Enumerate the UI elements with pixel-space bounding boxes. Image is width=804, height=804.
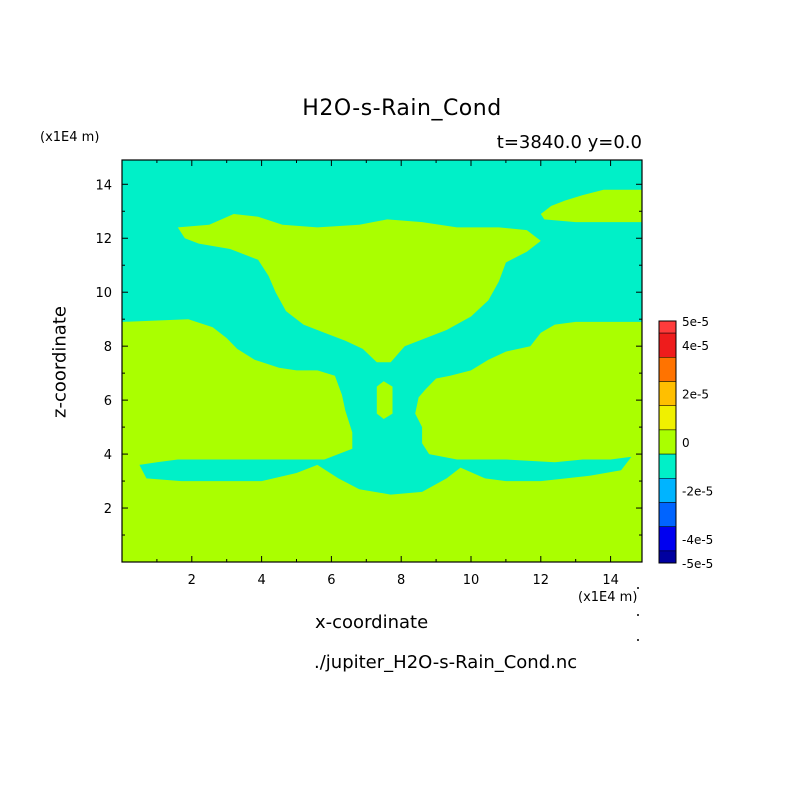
colorbar-segment [658,381,677,406]
y-tick-label: 8 [104,340,112,355]
plot-area [122,160,642,562]
y-axis-unit: (x1E4 m) [40,130,100,145]
upper-inner-cyan-arch [122,203,552,371]
x-tick-label: 8 [397,573,405,588]
x-axis-label: x-coordinate [315,612,429,633]
colorbar-tick-label: -2e-5 [682,484,713,498]
colorbar: 5e-5 4e-5 2e-5 0 -2e-5 -4e-5 -5e-5 [658,315,713,571]
y-tick-label: 2 [104,502,112,517]
x-tick-label: 2 [188,573,196,588]
x-tick-label: 4 [257,573,265,588]
upper-left-cyan-region [122,160,642,495]
y-axis: 2 4 6 8 10 12 14 [95,178,642,536]
y-tick-label: 4 [104,448,112,463]
x-tick-label: 6 [327,573,335,588]
colorbar-tick-label: 5e-5 [682,315,709,329]
colorbar-segment [658,320,677,334]
x-tick-label: 12 [533,573,550,588]
colorbar-frame [658,320,677,564]
y-axis-label: z-coordinate [49,306,71,418]
x-axis-unit: (x1E4 m) [578,590,638,605]
upper-arch-interior [177,214,541,363]
field-background [122,160,642,562]
colorbar-tick-label: 4e-5 [682,339,709,353]
y-tick-label: 6 [104,394,112,409]
colorbar-segment [658,332,677,358]
y-tick-label: 12 [95,232,112,247]
colorbar-segment [658,453,677,479]
colorbar-segment [658,526,677,552]
plot-frame [121,159,643,563]
colorbar-segment [658,478,677,503]
colorbar-tick-label: 0 [682,436,690,450]
colorbar-tick-label: -4e-5 [682,533,713,547]
chart-subtitle: t=3840.0 y=0.0 [496,132,642,153]
colorbar-tick-label: -5e-5 [682,557,713,571]
x-tick-label: 10 [463,573,480,588]
chart-title: H2O-s-Rain_Cond [302,96,502,121]
colorbar-segment [658,550,677,564]
colorbar-segment [658,502,677,527]
y-tick-label: 10 [95,286,112,301]
source-filename: ./jupiter_H2O-s-Rain_Cond.nc [314,652,578,673]
central-column-hole [376,381,393,419]
colorbar-segment [658,357,677,382]
x-tick-label: 14 [602,573,619,588]
x-axis: 2 4 6 8 10 12 14 [156,160,619,588]
colorbar-segment [658,405,677,431]
colorbar-segment [658,429,677,455]
y-tick-label: 14 [95,178,112,193]
colorbar-tick-label: 2e-5 [682,388,709,402]
